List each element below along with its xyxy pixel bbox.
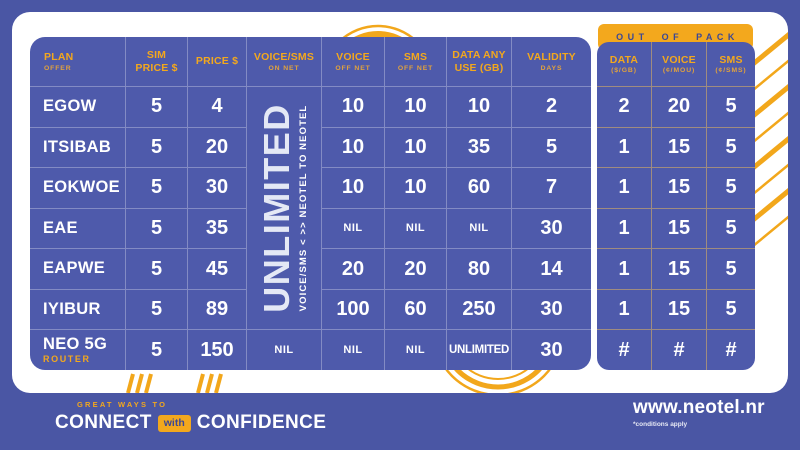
- header-plan: PLAN OFFER: [44, 51, 74, 72]
- oop-voice-cell: 15: [651, 126, 706, 168]
- tagline-top-text: GREAT WAYS TO: [77, 400, 168, 409]
- price-cell: 20: [187, 126, 246, 168]
- sms-off-net-cell: 10: [384, 86, 446, 127]
- header-voice-off-net: VOICE OFF NET: [321, 37, 384, 86]
- oop-sms-cell: 5: [706, 248, 755, 289]
- data-cell: 250: [446, 288, 511, 330]
- oop-data-cell: 1: [597, 126, 651, 168]
- oop-data-cell: 1: [597, 248, 651, 289]
- oop-voice-cell: 15: [651, 288, 706, 330]
- data-cell: UNLIMITED: [446, 329, 511, 370]
- oop-voice-cell: 15: [651, 248, 706, 289]
- voice-off-net-cell: 10: [321, 86, 384, 127]
- neotel-to-neotel-text: VOICE/SMS < >> NEOTEL TO NEOTEL: [298, 104, 309, 312]
- brand-tagline: GREAT WAYS TO CONNECT with CONFIDENCE: [55, 400, 326, 434]
- plan-cell: IYIBUR: [30, 288, 125, 330]
- conditions-note: *conditions apply: [633, 421, 688, 428]
- sms-off-net-cell: 60: [384, 288, 446, 330]
- sim-price-cell: 5: [125, 329, 187, 370]
- sms-off-net-cell: 10: [384, 167, 446, 208]
- sim-price-cell: 5: [125, 167, 187, 208]
- oop-voice-cell: 15: [651, 207, 706, 249]
- oop-voice-cell: #: [651, 329, 706, 370]
- plan-cell: EAPWE: [30, 248, 125, 289]
- oop-sms-cell: #: [706, 329, 755, 370]
- validity-cell: 5: [511, 126, 591, 168]
- data-cell: NIL: [446, 207, 511, 249]
- out-of-pack-title: OUT OF PACK: [616, 32, 739, 42]
- sms-off-net-cell: NIL: [384, 207, 446, 249]
- out-of-pack-table: DATA ($/GB) VOICE (¢/MOU) SMS (¢/SMS) 2 …: [597, 42, 755, 370]
- header-validity: VALIDITY DAYS: [511, 37, 591, 86]
- data-cell: 35: [446, 126, 511, 168]
- plans-table: PLAN OFFER SIM PRICE $ PRICE $ VOICE/SMS…: [30, 37, 591, 370]
- validity-cell: 30: [511, 207, 591, 249]
- sim-price-cell: 5: [125, 248, 187, 289]
- sms-off-net-cell: 10: [384, 126, 446, 168]
- price-cell: 35: [187, 207, 246, 249]
- white-frame: OUT OF PACK PLAN OFFER SIM PRICE $ PRICE…: [12, 12, 788, 393]
- header-sms-off-net: SMS OFF NET: [384, 37, 446, 86]
- header-oop-sms: SMS (¢/SMS): [706, 42, 755, 86]
- header-oop-voice: VOICE (¢/MOU): [651, 42, 706, 86]
- sim-price-cell: 5: [125, 288, 187, 330]
- tagline-confidence-text: CONFIDENCE: [196, 412, 327, 433]
- validity-cell: 2: [511, 86, 591, 127]
- voice-off-net-cell: 10: [321, 126, 384, 168]
- voice-off-net-cell: 100: [321, 288, 384, 330]
- header-oop-data: DATA ($/GB): [609, 53, 639, 75]
- data-cell: 10: [446, 86, 511, 127]
- validity-cell: 7: [511, 167, 591, 208]
- header-price: PRICE $: [187, 37, 246, 86]
- sim-price-cell: 5: [125, 86, 187, 127]
- website-url: www.neotel.nr: [633, 397, 765, 418]
- data-cell: 80: [446, 248, 511, 289]
- voice-off-net-cell: 10: [321, 167, 384, 208]
- voice-sms-on-net-cell: NIL: [246, 329, 321, 370]
- validity-cell: 14: [511, 248, 591, 289]
- oop-sms-cell: 5: [706, 207, 755, 249]
- tagline-connect-text: CONNECT: [55, 412, 152, 433]
- oop-data-cell: 1: [597, 288, 651, 330]
- voice-off-net-cell: 20: [321, 248, 384, 289]
- validity-cell: 30: [511, 329, 591, 370]
- unlimited-text: UNLIMITED: [256, 103, 297, 313]
- oop-data-cell: 1: [597, 207, 651, 249]
- plan-cell: EGOW: [30, 86, 125, 127]
- validity-cell: 30: [511, 288, 591, 330]
- price-cell: 89: [187, 288, 246, 330]
- plan-cell: ITSIBAB: [30, 126, 125, 168]
- header-voice-sms-on-net: VOICE/SMS ON NET: [246, 37, 321, 86]
- oop-sms-cell: 5: [706, 167, 755, 208]
- sim-price-cell: 5: [125, 126, 187, 168]
- price-cell: 4: [187, 86, 246, 127]
- tagline-with-badge: with: [157, 414, 191, 432]
- price-cell: 150: [187, 329, 246, 370]
- voice-off-net-cell: NIL: [321, 329, 384, 370]
- price-cell: 30: [187, 167, 246, 208]
- oop-data-cell: #: [597, 329, 651, 370]
- unlimited-on-net-banner: UNLIMITED VOICE/SMS < >> NEOTEL TO NEOTE…: [246, 86, 321, 330]
- header-sim-price: SIM PRICE $: [125, 37, 187, 86]
- oop-sms-cell: 5: [706, 288, 755, 330]
- oop-voice-cell: 15: [651, 167, 706, 208]
- oop-sms-cell: 5: [706, 126, 755, 168]
- plan-cell: NEO 5G ROUTER: [30, 329, 125, 370]
- price-cell: 45: [187, 248, 246, 289]
- bottom-stripes-decoration: [126, 373, 223, 393]
- oop-data-cell: 1: [597, 167, 651, 208]
- sim-price-cell: 5: [125, 207, 187, 249]
- oop-data-cell: 2: [597, 86, 651, 127]
- header-data-any-use: DATA ANY USE (GB): [446, 37, 511, 86]
- plan-cell: EOKWOE: [30, 167, 125, 208]
- data-cell: 60: [446, 167, 511, 208]
- sms-off-net-cell: 20: [384, 248, 446, 289]
- sms-off-net-cell: NIL: [384, 329, 446, 370]
- oop-voice-cell: 20: [651, 86, 706, 127]
- plan-cell: EAE: [30, 207, 125, 249]
- oop-sms-cell: 5: [706, 86, 755, 127]
- website-block: www.neotel.nr *conditions apply: [633, 397, 765, 428]
- voice-off-net-cell: NIL: [321, 207, 384, 249]
